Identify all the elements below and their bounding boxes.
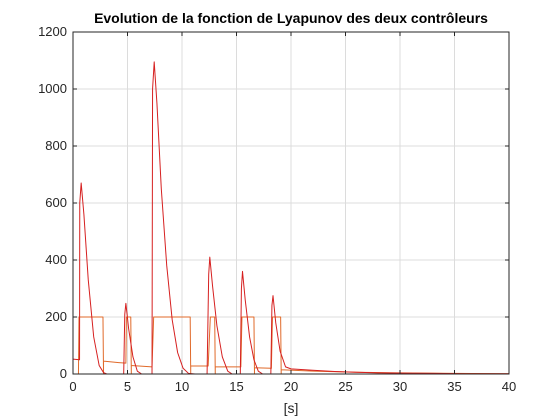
y-tick-label: 0: [60, 366, 67, 381]
x-tick-label: 15: [229, 379, 243, 394]
x-tick-label: 35: [447, 379, 461, 394]
x-tick-label: 20: [284, 379, 298, 394]
x-tick-label: 0: [69, 379, 76, 394]
x-axis-label: [s]: [284, 400, 299, 416]
x-tick-label: 10: [175, 379, 189, 394]
y-tick-label: 400: [45, 252, 67, 267]
chart-title: Evolution de la fonction de Lyapunov des…: [94, 10, 488, 26]
x-tick-label: 5: [124, 379, 131, 394]
series-line-2: [77, 316, 510, 375]
x-tick-label: 30: [393, 379, 407, 394]
y-tick-label: 600: [45, 195, 67, 210]
y-tick-label: 200: [45, 309, 67, 324]
x-tick-label: 25: [338, 379, 352, 394]
y-tick-label: 1200: [38, 24, 67, 39]
y-tick-label: 800: [45, 138, 67, 153]
y-tick-label: 1000: [38, 81, 67, 96]
x-tick-label: 40: [502, 379, 516, 394]
